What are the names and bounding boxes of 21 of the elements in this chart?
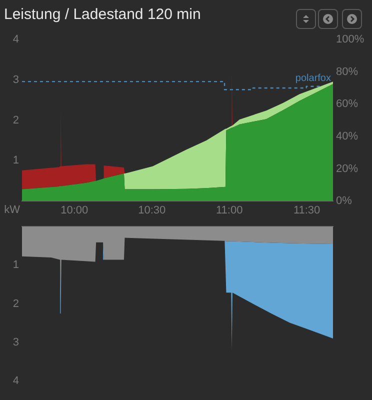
y2-tick-label: 20%	[336, 162, 358, 175]
x-tick-label: 10:00	[60, 204, 88, 217]
y2-tick-label: 100%	[336, 34, 364, 46]
x-tick-label: 10:30	[138, 204, 166, 217]
y-tick-label: 2	[12, 298, 19, 310]
y-tick-label: 3	[12, 336, 19, 348]
y-tick-label: 2	[12, 114, 19, 126]
y2-tick-label: 0%	[336, 195, 352, 208]
y-tick-label: 3	[12, 74, 19, 86]
y2-tick-label: 80%	[336, 66, 358, 78]
y-tick-label: 4	[12, 34, 19, 46]
y-tick-label: 1	[12, 154, 19, 167]
x-tick-label: 11:30	[293, 204, 320, 217]
y-axis-title: kW	[4, 204, 21, 216]
x-tick-label: 11:00	[216, 204, 243, 217]
y2-tick-label: 60%	[336, 98, 358, 110]
y2-tick-label: 40%	[336, 130, 358, 142]
y-tick-label: 4	[12, 375, 19, 388]
chart-title: Leistung / Ladestand 120 min	[4, 6, 201, 23]
y-tick-label: 1	[12, 259, 19, 272]
series-label: polarfox	[295, 73, 331, 84]
